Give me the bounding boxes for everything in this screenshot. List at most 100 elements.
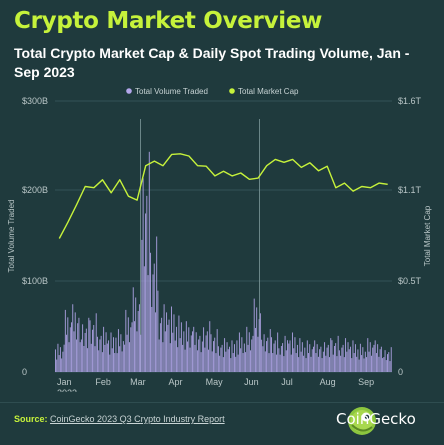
volume-bar (319, 349, 321, 372)
volume-bar (330, 338, 332, 372)
volume-bar (373, 344, 375, 372)
volume-bar (136, 331, 138, 372)
volume-bar (114, 353, 116, 372)
volume-bar (357, 349, 359, 372)
volume-bar (110, 332, 112, 372)
volume-bar (311, 349, 313, 372)
volume-bar (268, 353, 270, 372)
volume-bar (154, 312, 156, 372)
volume-bar (184, 349, 186, 372)
volume-bar (199, 335, 201, 372)
volume-bar (289, 340, 291, 372)
volume-bar (367, 338, 369, 372)
volume-bar (322, 351, 324, 372)
volume-bar (266, 341, 268, 372)
volume-bar (325, 355, 327, 372)
volume-bar (83, 345, 85, 372)
volume-bar (183, 331, 185, 372)
volume-bar (180, 322, 182, 372)
volume-bar (203, 327, 205, 372)
y-right-tick-label: 0 (398, 367, 403, 377)
volume-bar (132, 287, 134, 372)
volume-bar (230, 358, 232, 372)
volume-bar (368, 351, 370, 372)
x-tick-label: Jul (281, 377, 293, 387)
volume-bar (217, 346, 219, 372)
volume-bar (215, 353, 217, 372)
volume-bar (332, 354, 334, 372)
volume-bar (106, 343, 108, 372)
volume-bar (312, 346, 314, 372)
volume-bar (241, 337, 243, 372)
volume-bar (140, 334, 142, 372)
volume-bar (350, 346, 351, 372)
volume-bar (90, 343, 92, 372)
volume-bar (74, 312, 76, 372)
volume-bar (204, 347, 206, 372)
volume-bar (127, 317, 129, 372)
volume-bar (131, 322, 133, 372)
volume-bar (315, 353, 317, 372)
volume-bar (166, 312, 168, 372)
volume-bar (104, 344, 106, 372)
volume-bar (287, 340, 289, 372)
volume-bar (335, 343, 337, 372)
x-tick-label: May (206, 377, 224, 387)
volume-bar (343, 357, 345, 372)
volume-bar (273, 343, 275, 372)
volume-bar (252, 335, 254, 372)
volume-bar (236, 340, 238, 372)
volume-bar (246, 326, 248, 372)
volume-bar (179, 338, 181, 372)
volume-bar (237, 354, 239, 372)
volume-bar (126, 334, 128, 372)
volume-bar (375, 353, 377, 372)
volume-bar (68, 342, 70, 372)
source-link[interactable]: CoinGecko 2023 Q3 Crypto Industry Report (50, 414, 225, 424)
volume-bar (174, 340, 176, 372)
volume-bar (77, 323, 79, 372)
volume-bar (243, 343, 245, 372)
volume-bar (267, 337, 269, 372)
volume-bar (200, 352, 202, 372)
volume-bar (78, 317, 80, 372)
volume-bar (220, 347, 222, 372)
footer-divider (0, 402, 444, 403)
volume-bar (79, 342, 81, 372)
volume-bar (59, 347, 61, 372)
volume-bar (100, 335, 102, 372)
volume-bar (298, 357, 300, 372)
volume-bar (293, 348, 295, 372)
x-tick-label: Apr (169, 377, 183, 387)
volume-bar (321, 358, 323, 372)
volume-bar (305, 358, 307, 372)
volume-bar (103, 326, 105, 372)
volume-bar (146, 195, 148, 372)
volume-bar (157, 290, 159, 372)
volume-bar (101, 352, 103, 372)
volume-bar (378, 356, 380, 372)
coingecko-logo-icon (348, 407, 376, 435)
volume-bar (372, 347, 374, 372)
source-label: Source: (14, 414, 48, 424)
volume-bar (285, 350, 287, 372)
volume-bar (219, 355, 221, 372)
volume-bar (387, 354, 388, 372)
volume-bar (152, 274, 154, 372)
volume-bar (142, 178, 144, 372)
volume-bar (283, 356, 285, 372)
volume-bar (316, 344, 318, 372)
volume-bar (238, 332, 240, 372)
volume-bar (193, 326, 195, 372)
volume-bar (304, 347, 306, 372)
volume-bar (262, 346, 264, 372)
legend-swatch-volume (126, 88, 132, 94)
volume-bar (56, 359, 58, 372)
volume-bar (185, 321, 187, 372)
volume-bar (194, 344, 196, 372)
volume-bar (377, 344, 379, 372)
volume-bar (58, 355, 60, 372)
volume-bar (380, 346, 382, 372)
volume-bar (96, 336, 98, 372)
